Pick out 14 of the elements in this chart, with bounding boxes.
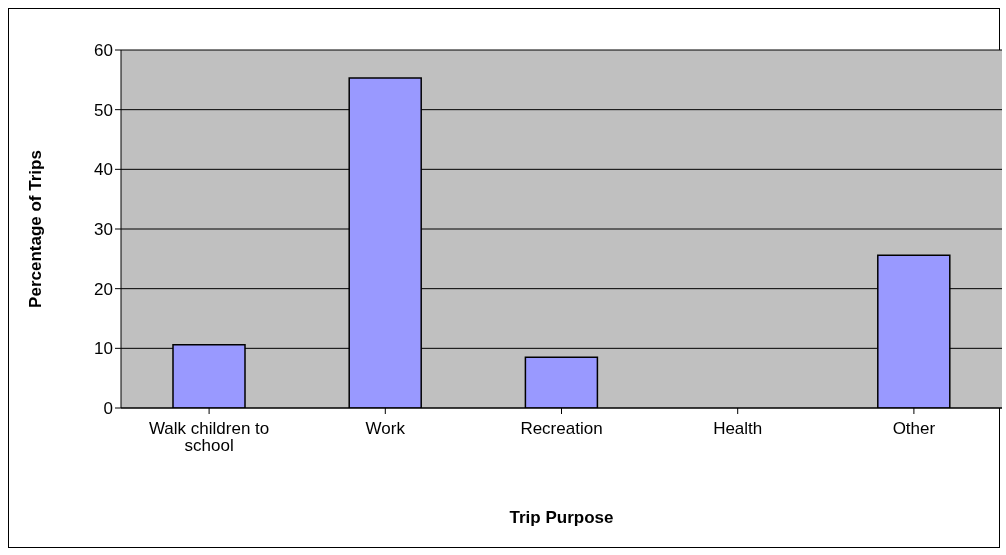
y-tick-label: 20 — [94, 279, 113, 299]
y-axis-title: Percentage of Trips — [26, 150, 46, 308]
x-axis-title: Trip Purpose — [509, 508, 614, 527]
x-tick-label: Walk children to school — [148, 419, 270, 456]
y-tick-label: 30 — [94, 220, 113, 240]
y-tick-label: 40 — [94, 160, 113, 180]
x-tick-label: Recreation — [520, 419, 603, 439]
x-tick-label: Work — [365, 419, 406, 439]
y-tick-label: 10 — [94, 339, 113, 359]
y-tick-label: 0 — [103, 399, 113, 419]
y-tick-label: 60 — [94, 41, 113, 61]
x-tick-label: Health — [713, 419, 763, 439]
x-tick-label: Other — [892, 419, 936, 439]
y-tick-label: 50 — [94, 100, 113, 120]
